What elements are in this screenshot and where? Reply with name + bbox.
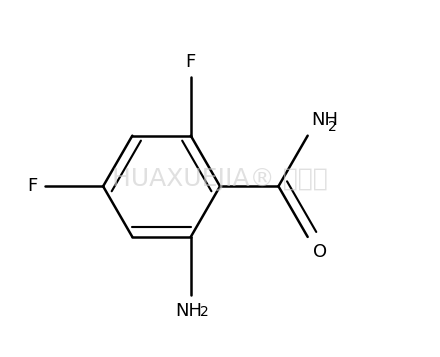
Text: F: F (27, 177, 37, 195)
Text: 2: 2 (200, 305, 209, 319)
Text: 2: 2 (328, 120, 337, 134)
Text: HUAXUEJIA® 化学加: HUAXUEJIA® 化学加 (112, 166, 328, 191)
Text: NH: NH (176, 302, 202, 320)
Text: F: F (186, 53, 196, 71)
Text: O: O (313, 243, 327, 261)
Text: NH: NH (311, 111, 338, 129)
